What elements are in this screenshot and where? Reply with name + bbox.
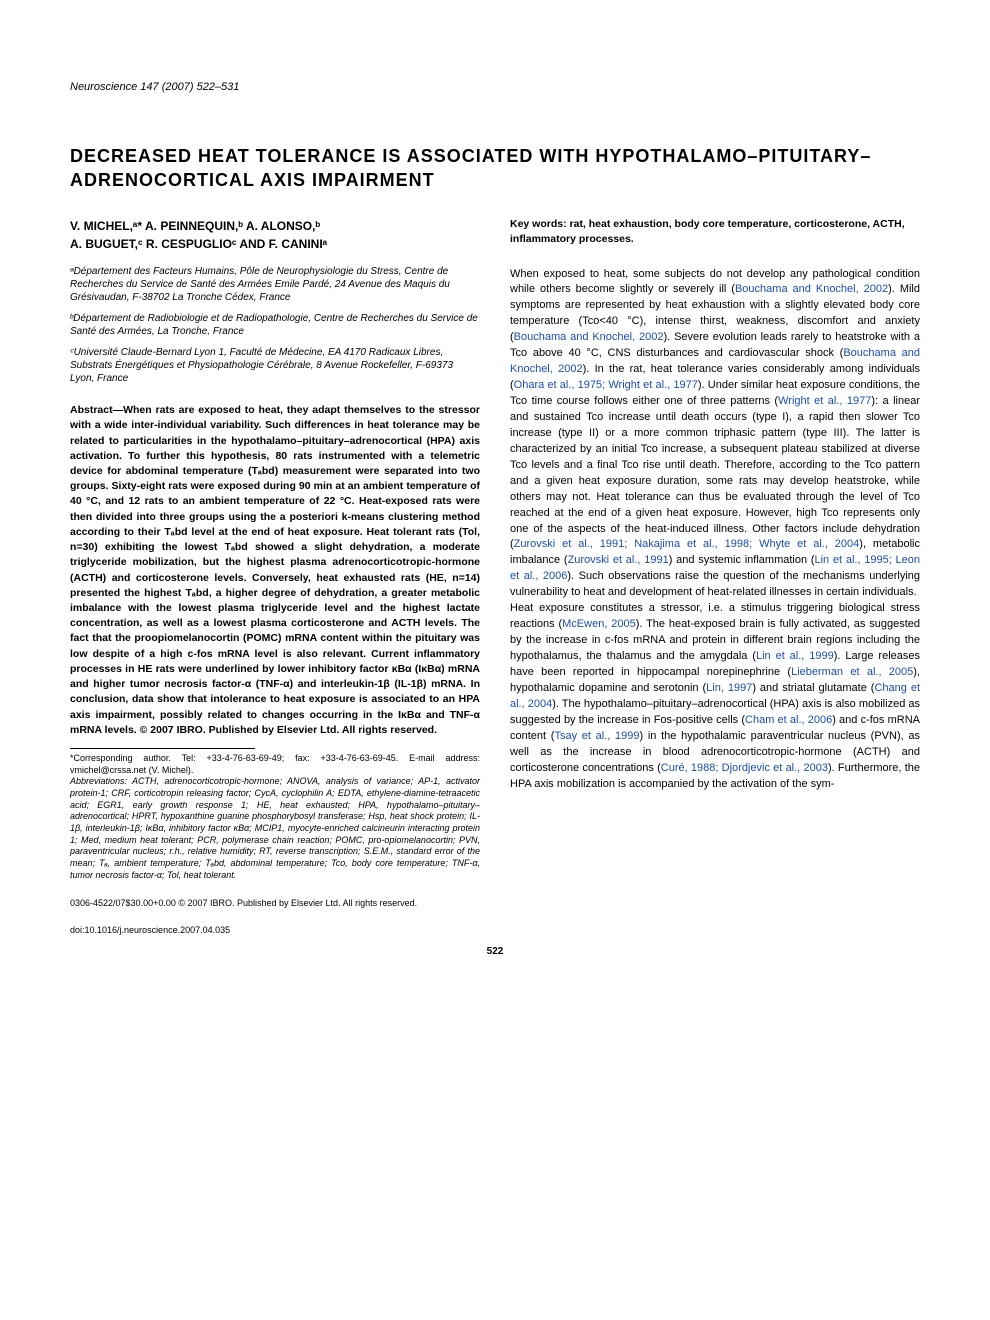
- ref-link[interactable]: Tsay et al., 1999: [554, 730, 639, 742]
- abbreviations-list: Abbreviations: ACTH, adrenocorticotropic…: [70, 776, 480, 881]
- body-paragraph-1: When exposed to heat, some subjects do n…: [510, 267, 920, 602]
- ref-link[interactable]: Lin et al., 1999: [756, 650, 834, 662]
- ref-link[interactable]: Lin, 1997: [706, 682, 752, 694]
- author-list: V. MICHEL,ᵃ* A. PEINNEQUIN,ᵇ A. ALONSO,ᵇ…: [70, 217, 480, 253]
- text-span: ) and systemic inflammation (: [669, 554, 815, 566]
- text-span: ): a linear and sustained Tco increase u…: [510, 395, 920, 550]
- article-title: DECREASED HEAT TOLERANCE IS ASSOCIATED W…: [70, 145, 920, 192]
- body-paragraph-2: Heat exposure constitutes a stressor, i.…: [510, 601, 920, 792]
- corresponding-author: *Corresponding author. Tel: +33-4-76-63-…: [70, 753, 480, 776]
- ref-link[interactable]: Zurovski et al., 1991: [568, 554, 669, 566]
- left-column: V. MICHEL,ᵃ* A. PEINNEQUIN,ᵇ A. ALONSO,ᵇ…: [70, 217, 480, 881]
- doi-line: doi:10.1016/j.neuroscience.2007.04.035: [70, 924, 920, 937]
- ref-link[interactable]: Curé, 1988; Djordjevic et al., 2003: [661, 762, 828, 774]
- right-column: Key words: rat, heat exhaustion, body co…: [510, 217, 920, 881]
- affiliation-b: ᵇDépartement de Radiobiologie et de Radi…: [70, 312, 480, 338]
- abbreviations-text: Abbreviations: ACTH, adrenocorticotropic…: [70, 776, 480, 880]
- journal-citation: Neuroscience 147 (2007) 522–531: [70, 80, 920, 95]
- copyright-line: 0306-4522/07$30.00+0.00 © 2007 IBRO. Pub…: [70, 897, 920, 910]
- affiliation-a: ᵃDépartement des Facteurs Humains, Pôle …: [70, 265, 480, 304]
- affiliation-c: ᶜUniversité Claude-Bernard Lyon 1, Facul…: [70, 346, 480, 385]
- ref-link[interactable]: Bouchama and Knochel, 2002: [735, 283, 888, 295]
- ref-link[interactable]: McEwen, 2005: [562, 618, 636, 630]
- ref-link[interactable]: Lieberman et al., 2005: [791, 666, 913, 678]
- two-column-layout: V. MICHEL,ᵃ* A. PEINNEQUIN,ᵇ A. ALONSO,ᵇ…: [70, 217, 920, 881]
- page-number: 522: [70, 945, 920, 959]
- ref-link[interactable]: Zurovski et al., 1991; Nakajima et al., …: [514, 538, 860, 550]
- ref-link[interactable]: Wright et al., 1977: [778, 395, 871, 407]
- abstract-text: Abstract—When rats are exposed to heat, …: [70, 403, 480, 738]
- authors-line-1: V. MICHEL,ᵃ* A. PEINNEQUIN,ᵇ A. ALONSO,ᵇ: [70, 219, 320, 233]
- ref-link[interactable]: Ohara et al., 1975; Wright et al., 1977: [514, 379, 698, 391]
- footnote-separator: [70, 748, 255, 749]
- ref-link[interactable]: Cham et al., 2006: [745, 714, 832, 726]
- text-span: ). Such observations raise the question …: [510, 570, 920, 598]
- authors-line-2: A. BUGUET,ᶜ R. CESPUGLIOᶜ AND F. CANINIᵃ: [70, 237, 327, 251]
- keywords: Key words: rat, heat exhaustion, body co…: [510, 217, 920, 246]
- ref-link[interactable]: Bouchama and Knochel, 2002: [514, 331, 664, 343]
- text-span: ) and striatal glutamate (: [752, 682, 874, 694]
